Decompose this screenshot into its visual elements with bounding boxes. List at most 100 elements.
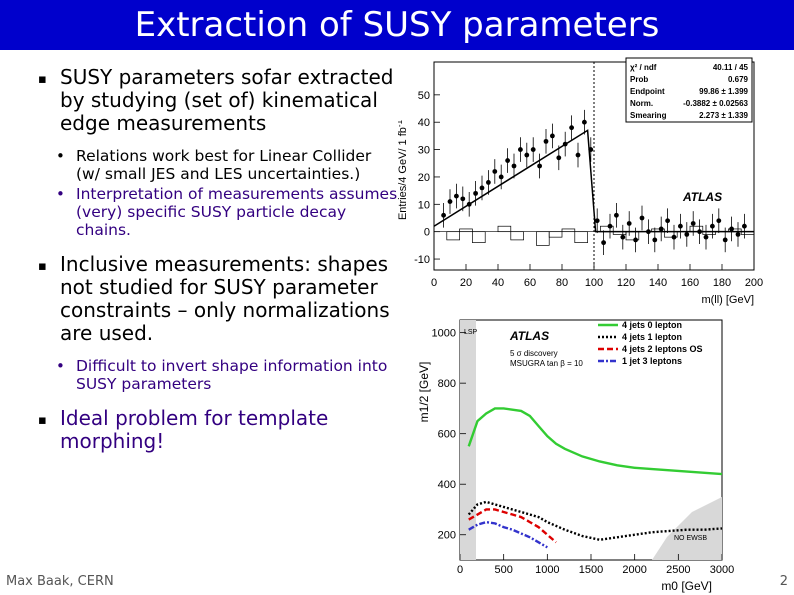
chart2-discovery-label: 5 σ discovery xyxy=(510,349,558,358)
chart1-ytick-label: -10 xyxy=(414,254,430,266)
chart1-xtick-label: 0 xyxy=(431,277,437,289)
chart1-data-point xyxy=(633,237,638,243)
discovery-reach-chart: LSP NO EWSB 0 500 1000 1500 2000 2500 3000 200… xyxy=(417,319,734,593)
chart2-series-line xyxy=(468,508,557,544)
chart1-ytick-label: 10 xyxy=(418,199,430,211)
bullet-1-sub-1: • Relations work best for Linear Collide… xyxy=(38,147,398,183)
chart1-data-point xyxy=(460,196,466,202)
chart1-data-point xyxy=(441,212,446,218)
chart1-hist-bin xyxy=(459,228,473,233)
chart1-data-point xyxy=(652,237,658,243)
chart1-xtick-label: 140 xyxy=(649,277,667,289)
chart1-xtick-label: 160 xyxy=(681,277,699,289)
chart1-data-point xyxy=(722,237,728,243)
bullet-3-text: Ideal problem for template morphing! xyxy=(60,406,329,453)
chart1-fitbox-label: Prob xyxy=(630,75,648,84)
chart1-hist-bin xyxy=(510,231,524,241)
chart2-series-line xyxy=(467,407,723,476)
chart1-data-point xyxy=(607,223,613,229)
slide-title: Extraction of SUSY parameters xyxy=(134,5,660,45)
chart2-ytick-label: 600 xyxy=(438,429,456,441)
chart1-xtick-label: 40 xyxy=(492,277,504,289)
bullet-1-text: SUSY parameters sofar extracted by study… xyxy=(60,65,394,135)
chart1-data-point xyxy=(678,223,683,229)
chart1-fitbox-label: Norm. xyxy=(630,99,653,108)
chart2-lsp-region xyxy=(460,320,476,560)
chart1-data-point xyxy=(556,155,562,161)
chart2-no-ewsb-label: NO EWSB xyxy=(674,535,707,542)
chart1-data-point xyxy=(550,133,555,139)
chart1-fitbox-label: Endpoint xyxy=(630,87,665,96)
chart1-hist-bin xyxy=(548,231,563,238)
chart2-xtick-label: 1000 xyxy=(535,564,559,576)
square-bullet-icon: ▪ xyxy=(38,413,47,428)
chart1-fit-box: χ² / ndf 40.11 / 45 Prob 0.679 Endpoint 99.86… xyxy=(625,57,753,123)
chart1-data-point xyxy=(658,226,664,232)
chart1-data-point xyxy=(569,125,574,131)
chart1-fitbox-value: 99.86 ± 1.399 xyxy=(699,87,748,96)
chart1-data-point xyxy=(671,234,677,240)
chart2-legend-label: 4 jets 2 leptons OS xyxy=(622,344,703,354)
bullet-1-sub-2: • Interpretation of measurements assumes… xyxy=(38,185,398,239)
chart1-data-point xyxy=(492,169,498,174)
chart1-ylabel: Entries/4 GeV/ 1 fb-1 xyxy=(398,119,409,220)
edge-histogram-chart: 0 20 40 60 80 100 120 140 160 180 200 -10010203040… xyxy=(398,57,763,306)
chart1-data-point xyxy=(454,193,459,199)
chart1-data-point xyxy=(684,232,690,237)
chart1-data-point xyxy=(498,174,504,180)
chart1-fitbox-value: -0.3882 ± 0.02563 xyxy=(683,99,748,108)
chart1-data-point xyxy=(716,218,722,224)
chart1-data-point xyxy=(601,240,606,246)
chart1-xtick-label: 80 xyxy=(556,277,568,289)
bullet-2-sub-1-text: Difficult to invert shape information in… xyxy=(76,357,388,393)
bullet-1-sub-1-text: Relations work best for Linear Collider … xyxy=(76,147,372,183)
chart1-data-point xyxy=(703,234,709,240)
chart1-xtick-label: 180 xyxy=(713,277,731,289)
chart1-hist-bin xyxy=(574,231,588,243)
square-bullet-icon: ▪ xyxy=(38,259,47,274)
chart1-fit-line xyxy=(433,129,754,233)
chart2-legend-label: 4 jets 1 lepton xyxy=(622,332,682,342)
title-bar: Extraction of SUSY parameters xyxy=(0,0,794,50)
chart1-data-point xyxy=(594,218,600,224)
chart2-xtick-label: 0 xyxy=(457,564,463,576)
chart1-fitbox-value: 0.679 xyxy=(728,75,749,84)
dot-bullet-icon: • xyxy=(56,357,65,375)
chart1-hist-bin xyxy=(446,231,460,241)
chart1-atlas-label: ATLAS xyxy=(682,190,722,204)
chart1-data-point xyxy=(729,226,734,232)
chart2-xtick-label: 2500 xyxy=(666,564,690,576)
bullet-2-text: Inclusive measurements: shapes not studi… xyxy=(60,252,390,345)
bullet-1-sub-2-text: Interpretation of measurements assumes (… xyxy=(76,185,398,239)
dot-bullet-icon: • xyxy=(56,185,65,203)
chart1-ytick-label: 30 xyxy=(418,145,430,157)
chart2-no-ewsb-region xyxy=(652,497,722,560)
chart2-atlas-label: ATLAS xyxy=(509,329,549,343)
chart1-xtick-label: 20 xyxy=(460,277,472,289)
chart1-ytick-label: 50 xyxy=(418,90,430,102)
chart1-data-point xyxy=(575,152,581,158)
chart1-data-point xyxy=(524,152,530,158)
chart1-hist-bin xyxy=(472,231,486,243)
chart2-legend-label: 4 jets 0 lepton xyxy=(622,320,682,330)
chart1-data-point xyxy=(486,180,491,185)
chart1-data-point xyxy=(530,147,536,152)
chart2-legend-label: 1 jet 3 leptons xyxy=(622,356,682,366)
chart1-xtick-label: 60 xyxy=(524,277,536,289)
chart1-data-point xyxy=(620,234,626,240)
chart1-data-point xyxy=(473,190,478,196)
chart2-series-line xyxy=(468,520,548,549)
bullet-3: ▪ Ideal problem for template morphing! xyxy=(38,407,398,453)
chart1-hist-bin xyxy=(561,228,576,233)
chart2-xtick-label: 3000 xyxy=(710,564,734,576)
chart1-ytick-label: 20 xyxy=(418,172,430,184)
chart2-frame xyxy=(459,319,723,561)
bullet-2: ▪ Inclusive measurements: shapes not stu… xyxy=(38,253,398,345)
chart1-data-point xyxy=(518,147,523,152)
chart2-ytick-label: 400 xyxy=(438,479,456,491)
chart1-data-point xyxy=(543,138,549,144)
chart1-xtick-label: 200 xyxy=(745,277,763,289)
chart1-xtick-label: 120 xyxy=(617,277,635,289)
square-bullet-icon: ▪ xyxy=(38,72,47,87)
chart1-fitbox-value: 2.273 ± 1.339 xyxy=(699,111,748,120)
